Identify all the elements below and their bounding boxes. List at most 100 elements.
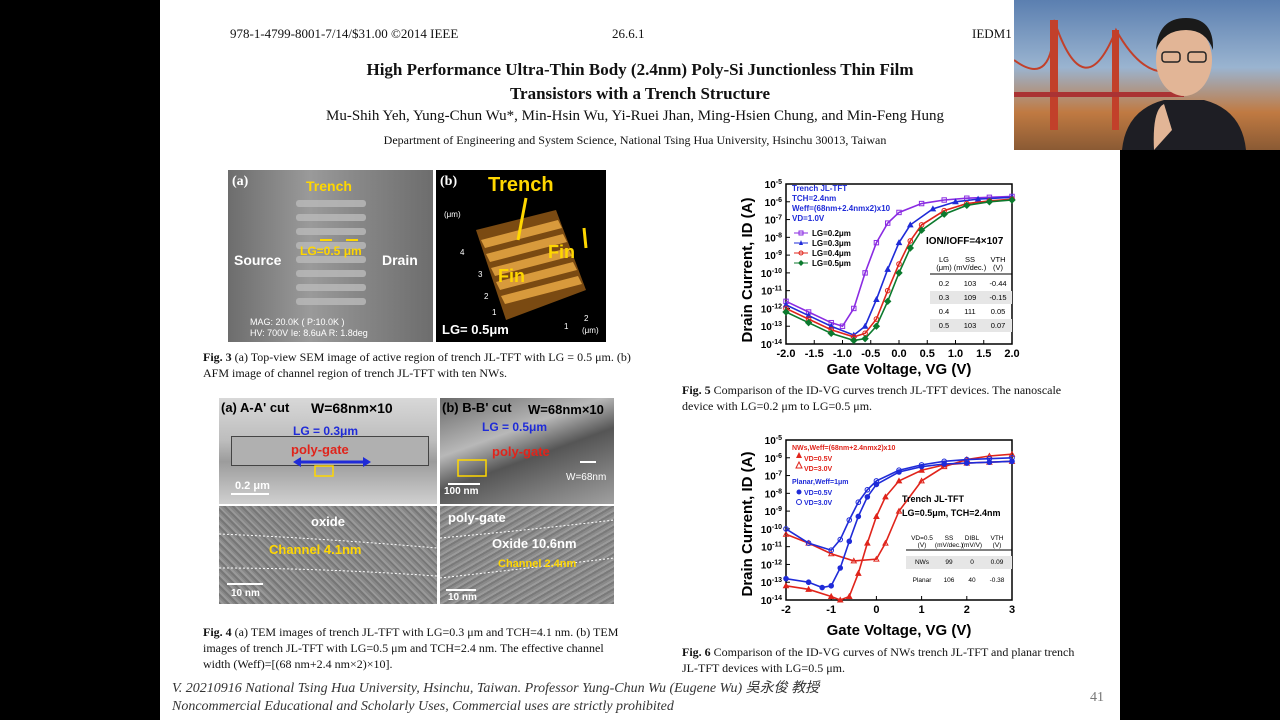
fig5-legend-label-1: LG=0.3μm: [812, 239, 851, 248]
fig6-ytick-label: 10-12: [761, 559, 782, 571]
fig6-point: [1009, 454, 1015, 461]
fig4d-channel: Channel 2.4nm: [498, 558, 577, 570]
fig4a-tem-image: (a) A-A' cut W=68nm×10 LG = 0.3μm poly-g…: [219, 398, 437, 504]
fig6-xtick-label: 1: [919, 604, 925, 616]
fig5-table-cell: -0.44: [989, 279, 1006, 288]
fig6-ylabel: Drain Current, ID (A): [739, 451, 756, 596]
fig5-point: [861, 334, 869, 343]
fig6-legend-pl: Planar,Weff=1μm: [792, 479, 848, 486]
fig3b-axis-unit-2: (μm): [582, 326, 599, 335]
fig6-table-cell: 0: [970, 559, 974, 566]
fig3a-sem-image: (a) Trench LG=0.5 μm Source Drain MAG: 2…: [228, 170, 433, 342]
page-number: 41: [1090, 690, 1104, 705]
fig6-table-head: VD=0.5: [911, 535, 933, 542]
fig5-ytick-label: 10-9: [765, 250, 782, 262]
fig6-table-cell: -0.38: [990, 577, 1005, 584]
fig5-caption-label: Fig. 5: [682, 383, 711, 397]
fig4-caption-text: (a) TEM images of trench JL-TFT with LG=…: [203, 625, 619, 671]
fig3b-axis-r1: 1: [564, 322, 569, 331]
fig6-table-head-unit: (V): [918, 542, 927, 549]
fig5-xlabel: Gate Voltage, VG (V): [827, 361, 972, 378]
fig5-caption-text: Comparison of the ID-VG curves trench JL…: [682, 383, 1062, 413]
fig6-legend-nw-2: VD=3.0V: [804, 466, 833, 473]
fig5-table-cell: 0.07: [991, 321, 1006, 330]
fig5-point: [906, 244, 915, 252]
fig5-legend-label-2: LG=0.4μm: [812, 249, 851, 258]
fig4c-oxide: oxide: [311, 514, 345, 529]
fig5-point: [884, 287, 891, 294]
fig6-legend-nw: NWs,Weff=(68nm+2.4nmx2)x10: [792, 445, 895, 452]
fig5-table-cell: 103: [964, 321, 977, 330]
fig3a-meta-2: HV: 700V Ie: 8.6uA R: 1.8deg: [250, 328, 368, 338]
fig6-point: [882, 493, 889, 500]
fig6-ytick-label: 10-11: [761, 542, 782, 554]
fig4a-gate: poly-gate: [291, 442, 349, 457]
webcam-overlay: [1014, 0, 1280, 150]
fig4a-title: (a) A-A' cut: [221, 400, 290, 415]
title-line-2: Transistors with a Trench Structure: [509, 84, 771, 103]
fig5-table-cell: 103: [964, 279, 977, 288]
paper-title: High Performance Ultra-Thin Body (2.4nm)…: [160, 58, 1120, 106]
fig4a-width: W=68nm×10: [311, 400, 393, 416]
fig5-point: [907, 238, 914, 244]
fig6-ytick-label: 10-7: [765, 471, 782, 483]
fig4d-scale: 10 nm: [448, 592, 477, 603]
fig5-ratio: ION/IOFF=4×107: [926, 236, 1004, 247]
fig3a-trench-label: Trench: [306, 178, 352, 194]
fig6-point: [864, 494, 871, 500]
fig3b-axis-unit: (μm): [444, 210, 461, 219]
authors: Mu-Shih Yeh, Yung-Chun Wu*, Min-Hsin Wu,…: [326, 108, 944, 124]
fig5-point: [895, 239, 903, 246]
fig4d-markers: [440, 519, 614, 591]
fig6-table-cell: Planar: [913, 577, 933, 584]
fig4a-scale: 0.2 μm: [235, 480, 270, 492]
fig5-legend-marker: [799, 240, 803, 245]
fig6-ytick-label: 10-13: [761, 577, 782, 589]
fig5-caption: Fig. 5 Comparison of the ID-VG curves tr…: [682, 382, 1082, 414]
fig5-point: [1008, 196, 1016, 204]
fig6-point: [805, 579, 812, 586]
fig4a-lg: LG = 0.3μm: [293, 424, 359, 438]
fig6-table-cell: NWs: [915, 559, 930, 566]
fig5-point: [804, 318, 813, 327]
fig5-point: [782, 308, 790, 316]
fig5-table-stripe: [930, 291, 1012, 304]
fig5-xtick-label: -0.5: [861, 348, 880, 360]
bridge-icon: [1014, 19, 1184, 130]
fig3-caption-label: Fig. 3: [203, 350, 232, 364]
fig6-ytick-label: 10-10: [761, 524, 782, 536]
fig6-point: [895, 507, 903, 514]
fig4a-gate-region: [231, 436, 429, 466]
fig4b-w: W=68nm: [566, 472, 607, 483]
footer-line-1: V. 20210916 National Tsing Hua Universit…: [172, 681, 820, 696]
fig6-point: [845, 592, 853, 599]
fig5-point: [906, 221, 914, 228]
fig5-ytick-label: 10-10: [761, 268, 782, 280]
fig4b-width: W=68nm×10: [528, 402, 604, 417]
fig5-table-cell: 0.05: [991, 307, 1006, 316]
fig3b-axis-3: 3: [478, 270, 483, 279]
fig6-point: [918, 462, 925, 468]
fig5-legend-label-0: LG=0.2μm: [812, 229, 851, 238]
fig5-point: [839, 323, 846, 329]
fig5-xtick-label: 0.0: [891, 348, 906, 360]
fig3-caption-text: (a) Top-view SEM image of active region …: [203, 350, 631, 380]
fig3b-fin-label-2: Fin: [498, 266, 525, 286]
fig5-table-cell: 0.3: [939, 293, 949, 302]
fig4d-oxide: Oxide 10.6nm: [492, 536, 577, 551]
fig4-caption-label: Fig. 4: [203, 625, 232, 639]
fig5-xtick-label: 1.0: [948, 348, 963, 360]
fig5-point: [851, 305, 857, 312]
fig5-table-cell: -0.15: [989, 293, 1006, 302]
fig3b-axis-2: 2: [484, 292, 489, 301]
fig5-xtick-label: -1.5: [805, 348, 824, 360]
fig3a-drain-label: Drain: [382, 252, 418, 268]
fig6-point: [846, 538, 853, 545]
fig5-legend-head-0: Trench JL-TFT: [792, 184, 847, 193]
fig6-note-2: LG=0.5μm, TCH=2.4nm: [902, 508, 1001, 518]
fig6-point: [782, 582, 790, 589]
fig5-legend-marker: [798, 260, 804, 266]
fig5-point: [940, 210, 948, 218]
fig6-table-cell: 40: [968, 577, 976, 584]
fig3b-trench-label: Trench: [488, 174, 554, 196]
